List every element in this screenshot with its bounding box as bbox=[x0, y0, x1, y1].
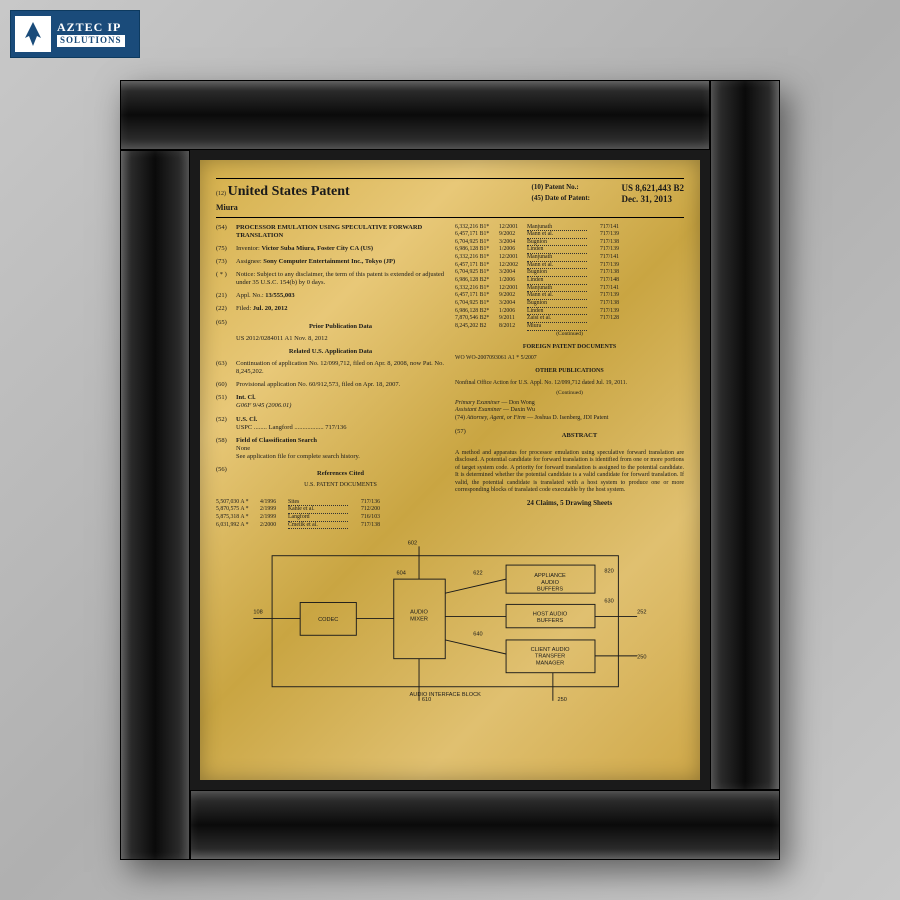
svg-text:AUDIO INTERFACE BLOCK: AUDIO INTERFACE BLOCK bbox=[410, 692, 482, 698]
right-references: 6,332,216 B1*12/2001Manjunath717/1416,45… bbox=[455, 224, 684, 331]
svg-text:HOST AUDIOBUFFERS: HOST AUDIOBUFFERS bbox=[533, 612, 568, 625]
patent-title: PROCESSOR EMULATION USING SPECULATIVE FO… bbox=[236, 224, 445, 240]
brand-logo: AZTEC IP SOLUTIONS bbox=[10, 10, 140, 58]
svg-text:630: 630 bbox=[604, 599, 613, 605]
svg-text:108: 108 bbox=[253, 610, 262, 616]
svg-text:610: 610 bbox=[422, 697, 431, 703]
left-column: (54)PROCESSOR EMULATION USING SPECULATIV… bbox=[216, 224, 445, 530]
right-column: 6,332,216 B1*12/2001Manjunath717/1416,45… bbox=[455, 224, 684, 530]
patent-date: Dec. 31, 2013 bbox=[621, 194, 672, 205]
plaque: (12) United States Patent Miura (10) Pat… bbox=[120, 80, 780, 860]
svg-text:250: 250 bbox=[558, 697, 567, 703]
logo-sub: SOLUTIONS bbox=[57, 35, 125, 47]
svg-text:APPLIANCEAUDIOBUFFERS: APPLIANCEAUDIOBUFFERS bbox=[534, 574, 566, 593]
patent-number: US 8,621,443 B2 bbox=[621, 183, 684, 194]
claims-count: 24 Claims, 5 Drawing Sheets bbox=[455, 499, 684, 508]
patent-body: (54)PROCESSOR EMULATION USING SPECULATIV… bbox=[216, 224, 684, 530]
gold-plate: (12) United States Patent Miura (10) Pat… bbox=[200, 160, 700, 780]
patent-diagram: CODEC AUDIOMIXER APPLIANCEAUDIOBUFFERS H… bbox=[216, 537, 684, 705]
country-title: United States Patent bbox=[228, 184, 350, 199]
left-references: 5,507,030 A *4/1996Sites717/1365,870,575… bbox=[216, 499, 445, 530]
svg-text:640: 640 bbox=[473, 632, 482, 638]
svg-text:AUDIOMIXER: AUDIOMIXER bbox=[410, 610, 428, 623]
svg-text:250: 250 bbox=[637, 655, 646, 661]
svg-text:820: 820 bbox=[604, 569, 613, 575]
svg-text:602: 602 bbox=[408, 541, 417, 547]
patent-header: (12) United States Patent Miura (10) Pat… bbox=[216, 178, 684, 218]
abstract-text: A method and apparatus for processor emu… bbox=[455, 450, 684, 495]
svg-text:622: 622 bbox=[473, 571, 482, 577]
svg-text:CODEC: CODEC bbox=[318, 618, 338, 624]
svg-text:252: 252 bbox=[637, 610, 646, 616]
svg-text:604: 604 bbox=[397, 571, 406, 577]
eagle-icon bbox=[15, 16, 51, 52]
svg-text:CLIENT AUDIOTRANSFERMANAGER: CLIENT AUDIOTRANSFERMANAGER bbox=[531, 648, 570, 667]
logo-brand: AZTEC IP bbox=[57, 21, 125, 34]
header-inventor: Miura bbox=[216, 203, 350, 213]
